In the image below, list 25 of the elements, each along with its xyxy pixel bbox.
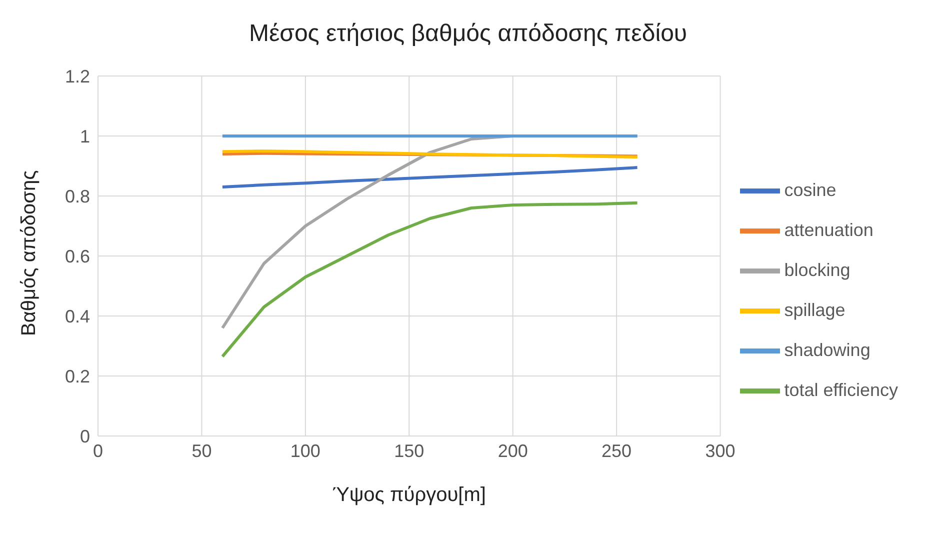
legend-label: attenuation (784, 220, 874, 240)
x-tick-label: 250 (602, 440, 632, 461)
y-tick-label: 0.6 (64, 246, 90, 266)
x-tick-label: 200 (498, 440, 528, 461)
x-tick-label: 150 (394, 440, 424, 461)
y-tick-label: 1 (80, 126, 90, 146)
x-axis-title: Ύψος πύργου[m] (332, 484, 486, 506)
y-tick-label: 1.2 (64, 66, 90, 86)
y-tick-label: 0.8 (64, 186, 90, 206)
legend-label: cosine (784, 180, 836, 200)
y-tick-label: 0 (80, 426, 90, 446)
chart-title: Μέσος ετήσιος βαθμός απόδοσης πεδίου (248, 19, 688, 49)
legend-label: shadowing (784, 340, 870, 360)
line-series (220, 201, 639, 358)
x-tick-label: 50 (192, 440, 212, 461)
legend-label: blocking (784, 260, 850, 280)
y-tick-label: 0.4 (64, 306, 90, 326)
x-tick-label: 300 (705, 440, 736, 461)
line-series (220, 166, 639, 188)
legend-label: spillage (784, 300, 846, 320)
x-tick-label: 0 (92, 440, 104, 461)
y-tick-label: 0.2 (64, 366, 90, 386)
y-axis-title: Βαθμός απόδοσης (18, 170, 40, 336)
x-tick-label: 100 (290, 440, 320, 461)
legend-label: total efficiency (784, 380, 898, 400)
